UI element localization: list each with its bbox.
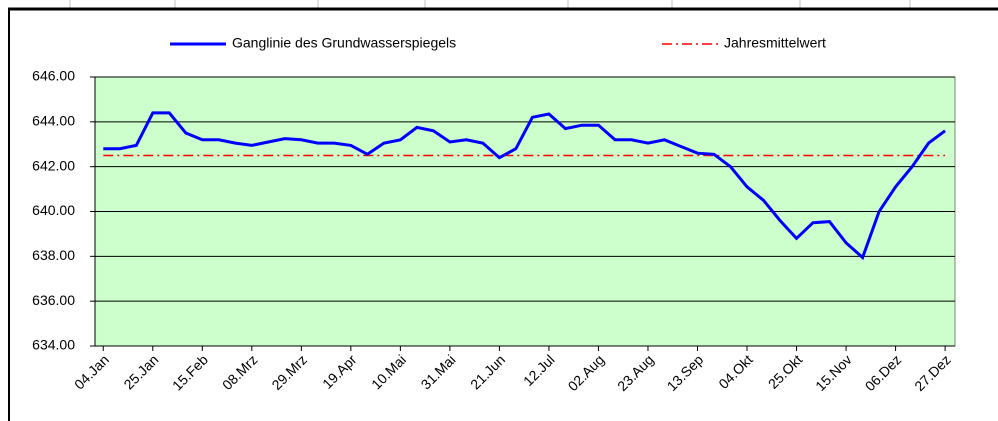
- x-tick-label: 15.Nov: [812, 351, 855, 394]
- x-tick-label: 06.Dez: [862, 351, 905, 394]
- x-tick-label: 02.Aug: [565, 351, 608, 394]
- x-tick-label: 13.Sep: [664, 351, 707, 394]
- x-tick-label: 27.Dez: [911, 351, 954, 394]
- y-tick-label: 636.00: [32, 292, 75, 308]
- y-tick-label: 642.00: [32, 157, 75, 173]
- x-tick-label: 15.Feb: [169, 351, 211, 393]
- y-tick-label: 638.00: [32, 247, 75, 263]
- x-tick-label: 23.Aug: [614, 351, 657, 394]
- x-tick-label: 19.Apr: [319, 351, 360, 392]
- x-tick-label: 21.Jun: [467, 351, 508, 392]
- x-tick-label: 10.Mai: [368, 351, 409, 392]
- x-tick-label: 25.Okt: [765, 351, 806, 392]
- x-tick-label: 29.Mrz: [268, 351, 310, 393]
- y-tick-label: 640.00: [32, 202, 75, 218]
- legend-label: Ganglinie des Grundwasserspiegels: [232, 35, 456, 51]
- x-tick-label: 08.Mrz: [219, 351, 261, 393]
- legend-label: Jahresmittelwert: [724, 35, 826, 51]
- y-tick-label: 646.00: [32, 68, 75, 84]
- x-tick-label: 31.Mai: [418, 351, 459, 392]
- x-tick-label: 04.Jan: [71, 351, 112, 392]
- series-line: [103, 111, 946, 261]
- sheet-grid: [69, 0, 911, 8]
- x-tick-label: 12.Jul: [520, 351, 558, 389]
- x-tick-label: 25.Jan: [120, 351, 161, 392]
- y-tick-label: 634.00: [32, 337, 75, 353]
- y-tick-label: 644.00: [32, 113, 75, 129]
- x-tick-label: 04.Okt: [715, 351, 756, 392]
